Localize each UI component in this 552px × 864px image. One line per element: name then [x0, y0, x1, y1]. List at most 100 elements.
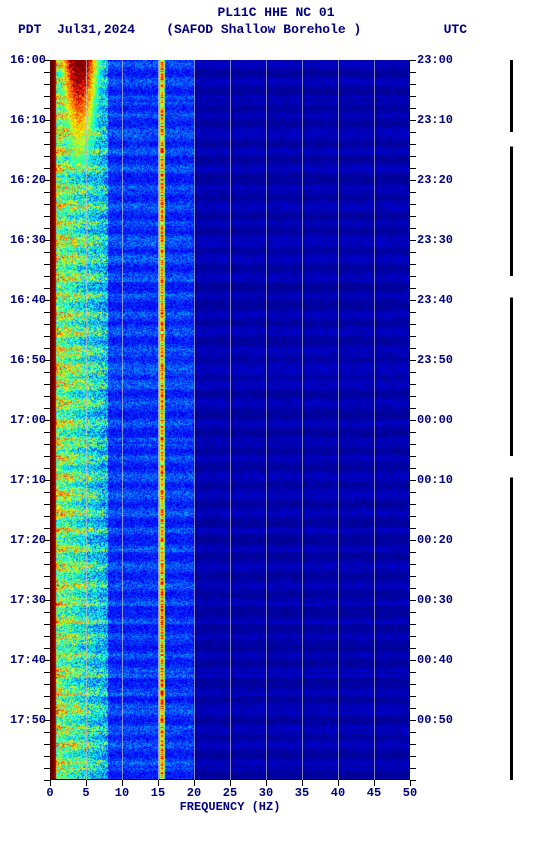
- y-minor-tick-right: [410, 516, 416, 517]
- y-tick-right: 23:00: [417, 53, 453, 67]
- y-minor-tick-right: [410, 384, 416, 385]
- y-minor-tick-right: [410, 660, 416, 661]
- y-minor-tick-right: [410, 420, 416, 421]
- x-tick-label: 45: [367, 786, 381, 800]
- y-minor-tick-right: [410, 444, 416, 445]
- y-minor-tick: [44, 552, 50, 553]
- y-minor-tick-right: [410, 228, 416, 229]
- header-right-tz: UTC: [444, 22, 467, 37]
- y-minor-tick: [44, 648, 50, 649]
- left-tz: PDT: [18, 22, 41, 37]
- y-minor-tick: [44, 672, 50, 673]
- y-minor-tick-right: [410, 540, 416, 541]
- y-minor-tick-right: [410, 180, 416, 181]
- y-minor-tick: [44, 708, 50, 709]
- y-minor-tick: [44, 300, 50, 301]
- y-minor-tick-right: [410, 456, 416, 457]
- x-tick-label: 25: [223, 786, 237, 800]
- y-minor-tick: [44, 144, 50, 145]
- x-tick-label: 20: [187, 786, 201, 800]
- grid-line: [122, 60, 123, 780]
- y-minor-tick-right: [410, 732, 416, 733]
- y-tick-right: 23:20: [417, 173, 453, 187]
- y-minor-tick-right: [410, 288, 416, 289]
- y-minor-tick-right: [410, 768, 416, 769]
- y-minor-tick-right: [410, 600, 416, 601]
- y-minor-tick-right: [410, 312, 416, 313]
- y-minor-tick: [44, 312, 50, 313]
- y-minor-tick: [44, 120, 50, 121]
- y-minor-tick-right: [410, 636, 416, 637]
- y-minor-tick: [44, 576, 50, 577]
- y-minor-tick: [44, 612, 50, 613]
- y-tick-left: 17:40: [10, 653, 46, 667]
- y-minor-tick: [44, 492, 50, 493]
- y-tick-left: 16:40: [10, 293, 46, 307]
- y-tick-left: 17:10: [10, 473, 46, 487]
- y-minor-tick: [44, 156, 50, 157]
- y-tick-left: 17:00: [10, 413, 46, 427]
- header-left: PDT Jul31,2024 (SAFOD Shallow Borehole ): [18, 22, 361, 37]
- y-minor-tick-right: [410, 96, 416, 97]
- y-minor-tick: [44, 444, 50, 445]
- y-minor-tick: [44, 528, 50, 529]
- y-minor-tick-right: [410, 780, 416, 781]
- y-minor-tick: [44, 732, 50, 733]
- y-minor-tick-right: [410, 588, 416, 589]
- y-minor-tick-right: [410, 372, 416, 373]
- grid-line: [194, 60, 195, 780]
- x-tick-label: 15: [151, 786, 165, 800]
- y-minor-tick: [44, 372, 50, 373]
- y-tick-left: 16:50: [10, 353, 46, 367]
- y-minor-tick-right: [410, 216, 416, 217]
- y-minor-tick-right: [410, 72, 416, 73]
- y-minor-tick-right: [410, 396, 416, 397]
- y-minor-tick-right: [410, 204, 416, 205]
- y-minor-tick: [44, 684, 50, 685]
- y-minor-tick-right: [410, 336, 416, 337]
- y-minor-tick-right: [410, 60, 416, 61]
- y-minor-tick: [44, 132, 50, 133]
- y-minor-tick-right: [410, 756, 416, 757]
- y-minor-tick: [44, 756, 50, 757]
- y-tick-right: 00:30: [417, 593, 453, 607]
- y-minor-tick: [44, 72, 50, 73]
- y-minor-tick-right: [410, 528, 416, 529]
- y-minor-tick: [44, 780, 50, 781]
- y-minor-tick-right: [410, 264, 416, 265]
- y-minor-tick-right: [410, 504, 416, 505]
- y-minor-tick-right: [410, 108, 416, 109]
- amplitude-strip: [510, 60, 513, 780]
- x-tick-label: 50: [403, 786, 417, 800]
- y-tick-right: 23:30: [417, 233, 453, 247]
- y-minor-tick-right: [410, 576, 416, 577]
- y-minor-tick-right: [410, 708, 416, 709]
- y-tick-left: 16:00: [10, 53, 46, 67]
- y-minor-tick-right: [410, 672, 416, 673]
- y-minor-tick-right: [410, 192, 416, 193]
- y-minor-tick-right: [410, 252, 416, 253]
- y-tick-right: 23:10: [417, 113, 453, 127]
- site-name: (SAFOD Shallow Borehole ): [166, 22, 361, 37]
- y-minor-tick-right: [410, 684, 416, 685]
- y-minor-tick-right: [410, 300, 416, 301]
- y-tick-left: 17:20: [10, 533, 46, 547]
- y-minor-tick-right: [410, 624, 416, 625]
- x-tick-label: 40: [331, 786, 345, 800]
- y-minor-tick: [44, 240, 50, 241]
- y-minor-tick: [44, 696, 50, 697]
- y-minor-tick: [44, 84, 50, 85]
- y-minor-tick-right: [410, 612, 416, 613]
- chart-header: PL11C HHE NC 01: [0, 5, 552, 20]
- y-minor-tick: [44, 468, 50, 469]
- y-minor-tick: [44, 264, 50, 265]
- y-minor-tick-right: [410, 564, 416, 565]
- y-minor-tick-right: [410, 552, 416, 553]
- y-minor-tick: [44, 588, 50, 589]
- y-minor-tick-right: [410, 132, 416, 133]
- x-tick-label: 30: [259, 786, 273, 800]
- y-minor-tick-right: [410, 480, 416, 481]
- y-minor-tick: [44, 60, 50, 61]
- y-minor-tick: [44, 540, 50, 541]
- grid-line: [230, 60, 231, 780]
